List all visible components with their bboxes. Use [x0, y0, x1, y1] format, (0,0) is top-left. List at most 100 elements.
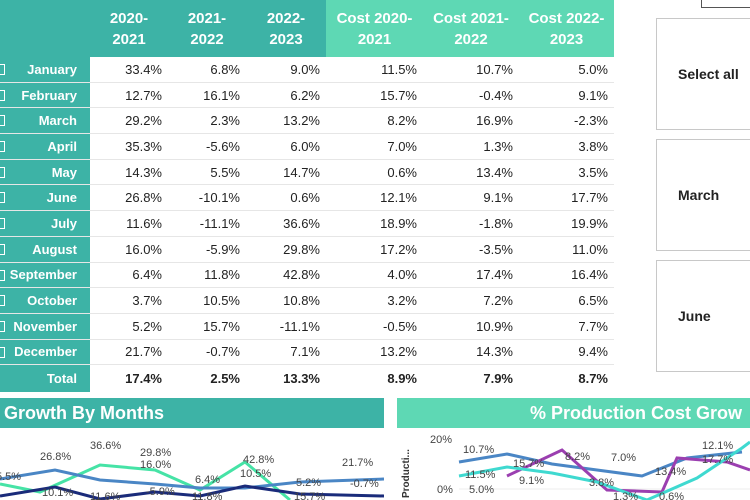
expand-toggle-icon[interactable] — [0, 346, 5, 358]
table-row[interactable]: April 35.3% -5.6% 6.0% 7.0% 1.3% 3.8% — [0, 134, 614, 160]
data-label: 21.7% — [342, 457, 373, 469]
table-cell: 16.9% — [476, 113, 513, 129]
col-header-cost-2021-2022[interactable]: Cost 2021- 2022 — [423, 0, 519, 57]
table-row[interactable]: May 14.3% 5.5% 14.7% 0.6% 13.4% 3.5% — [0, 159, 614, 186]
table-row[interactable]: July 11.6% -11.1% 36.6% 18.9% -1.8% 19.9% — [0, 211, 614, 237]
table-cell: -3.5% — [479, 241, 513, 257]
month-label: July — [50, 215, 77, 231]
row-header-month[interactable]: October — [0, 288, 90, 313]
table-row[interactable]: December 21.7% -0.7% 7.1% 13.2% 14.3% 9.4% — [0, 339, 614, 366]
table-cell: 3.7% — [132, 293, 162, 309]
expand-toggle-icon[interactable] — [0, 141, 5, 153]
row-header-month[interactable]: July — [0, 211, 90, 236]
table-cell: 42.8% — [283, 267, 320, 283]
table-cell: 7.2% — [483, 293, 513, 309]
table-row[interactable]: March 29.2% 2.3% 13.2% 8.2% 16.9% -2.3% — [0, 108, 614, 135]
expand-toggle-icon[interactable] — [0, 166, 5, 178]
data-label: 10.7% — [463, 444, 494, 456]
cost-line-chart[interactable]: Producti... 20% 0% 10.7% 11.5% 5.0% 15.7% 9.… — [397, 432, 750, 500]
slicer-option-select-all[interactable]: Select all — [656, 18, 750, 130]
table-cell: 3.8% — [578, 138, 608, 154]
col-header-2020-2021[interactable]: 2020- 2021 — [90, 0, 168, 57]
table-cell: 13.4% — [476, 164, 513, 180]
slicer-dropdown-edge[interactable] — [701, 0, 750, 8]
table-cell: 17.2% — [380, 241, 417, 257]
table-cell: 35.3% — [125, 138, 162, 154]
slicer-option-june[interactable]: June — [656, 260, 750, 372]
table-cell: 29.8% — [283, 241, 320, 257]
table-row[interactable]: February 12.7% 16.1% 6.2% 15.7% -0.4% 9.1% — [0, 82, 614, 109]
table-cell: 6.2% — [290, 87, 320, 103]
table-cell: -0.4% — [479, 87, 513, 103]
data-label: 15.7% — [513, 458, 544, 470]
expand-toggle-icon[interactable] — [0, 269, 5, 281]
table-row[interactable]: October 3.7% 10.5% 10.8% 3.2% 7.2% 6.5% — [0, 288, 614, 314]
month-label: April — [47, 138, 77, 154]
matrix-header-row: 2020- 2021 2021- 2022 2022- 2023 Cost 20… — [0, 0, 614, 57]
expand-toggle-icon[interactable] — [0, 218, 5, 230]
table-cell: 10.5% — [203, 293, 240, 309]
data-label: 16.0% — [140, 459, 171, 471]
expand-toggle-icon[interactable] — [0, 295, 5, 307]
table-cell: 12.1% — [380, 190, 417, 206]
table-cell: -2.3% — [574, 113, 608, 129]
table-cell: 9.1% — [578, 87, 608, 103]
total-value: 8.9% — [387, 371, 417, 387]
col-header-cost-2022-2023[interactable]: Cost 2022- 2023 — [519, 0, 614, 57]
month-label: June — [46, 190, 77, 206]
month-label: May — [51, 164, 77, 180]
data-label: 5.5% — [0, 471, 21, 483]
table-cell: 7.0% — [387, 138, 417, 154]
expand-toggle-icon[interactable] — [0, 192, 5, 204]
table-cell: 3.2% — [387, 293, 417, 309]
table-cell: -11.1% — [199, 215, 240, 231]
row-header-month[interactable]: February — [0, 82, 90, 108]
row-header-month[interactable]: November — [0, 313, 90, 339]
expand-toggle-icon[interactable] — [0, 64, 5, 75]
table-cell: 1.3% — [483, 138, 513, 154]
data-label: 11.8% — [192, 491, 223, 500]
table-row[interactable]: September 6.4% 11.8% 42.8% 4.0% 17.4% 16.4% — [0, 262, 614, 289]
table-cell: -0.5% — [383, 318, 417, 334]
row-header-month[interactable]: May — [0, 159, 90, 185]
table-cell: 6.4% — [132, 267, 162, 283]
table-cell: 9.0% — [290, 61, 320, 77]
table-cell: 0.6% — [387, 164, 417, 180]
total-value: 13.3% — [283, 371, 320, 387]
growth-line-chart[interactable]: 5.5% 26.8% 10.1% 36.6% 29.8%16.0% -5.9% 11.6% 6… — [0, 432, 384, 500]
col-header-2021-2022[interactable]: 2021- 2022 — [168, 0, 246, 57]
row-header-month[interactable]: December — [0, 339, 90, 365]
expand-toggle-icon[interactable] — [0, 115, 5, 127]
table-cell: 26.8% — [125, 190, 162, 206]
slicer-option-march[interactable]: March — [656, 139, 750, 251]
expand-toggle-icon[interactable] — [0, 89, 5, 101]
row-header-month[interactable]: April — [0, 134, 90, 159]
month-label: January — [27, 61, 77, 77]
table-row[interactable]: January 33.4% 6.8% 9.0% 11.5% 10.7% 5.0% — [0, 57, 614, 83]
month-label: February — [21, 87, 77, 103]
table-cell: 5.0% — [578, 61, 608, 77]
row-header-month[interactable]: September — [0, 262, 90, 288]
table-cell: 7.1% — [290, 344, 320, 360]
data-label: 10.5% — [240, 468, 271, 480]
table-cell: 6.8% — [210, 61, 240, 77]
data-label: 36.6% — [90, 440, 121, 452]
row-header-month[interactable]: June — [0, 185, 90, 211]
expand-toggle-icon[interactable] — [0, 320, 5, 332]
row-header-month[interactable]: January — [0, 57, 90, 82]
expand-toggle-icon[interactable] — [0, 243, 5, 255]
table-row[interactable]: November 5.2% 15.7% -11.1% -0.5% 10.9% 7.7% — [0, 313, 614, 340]
data-label: 17.7% — [702, 454, 733, 466]
table-cell: 16.1% — [203, 87, 240, 103]
table-row[interactable]: June 26.8% -10.1% 0.6% 12.1% 9.1% 17.7% — [0, 185, 614, 212]
table-cell: 6.0% — [290, 138, 320, 154]
row-header-month[interactable]: August — [0, 236, 90, 262]
table-row[interactable]: August 16.0% -5.9% 29.8% 17.2% -3.5% 11.0% — [0, 236, 614, 263]
row-header-month[interactable]: March — [0, 108, 90, 134]
month-label: October — [27, 293, 77, 309]
table-cell: 17.7% — [571, 190, 608, 206]
col-header-2022-2023[interactable]: 2022- 2023 — [246, 0, 326, 57]
col-header-cost-2020-2021[interactable]: Cost 2020- 2021 — [326, 0, 423, 57]
table-cell: 6.5% — [578, 293, 608, 309]
series-line — [0, 460, 291, 500]
